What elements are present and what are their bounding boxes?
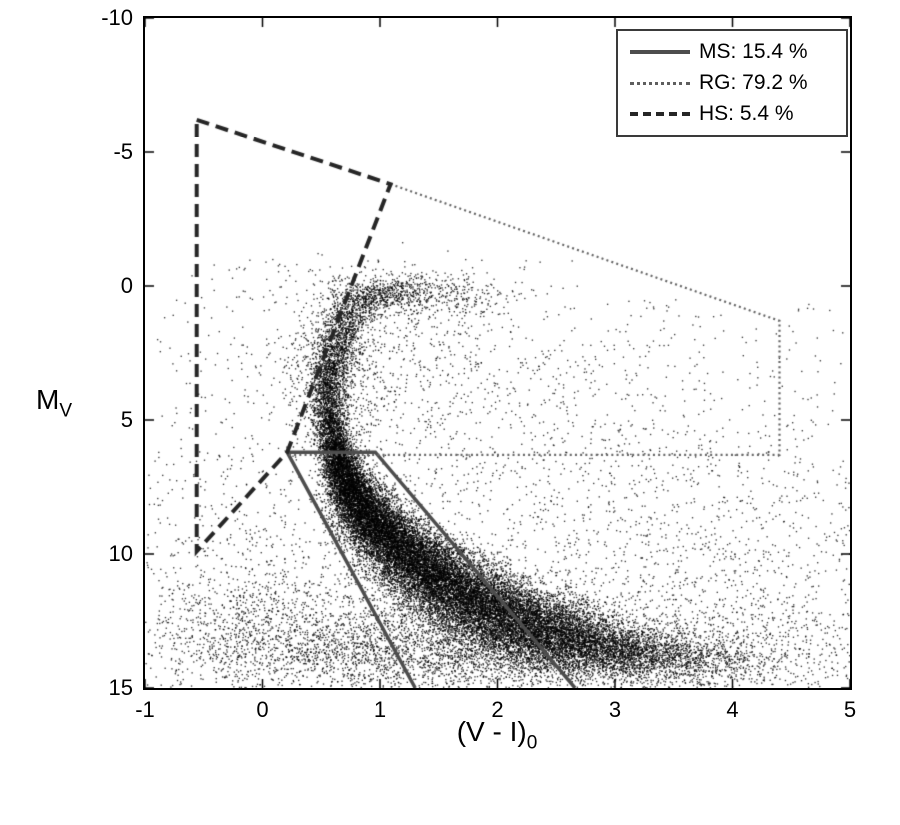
legend-label-ms: MS: 15.4 % [699,40,808,63]
y-tick-label: -10 [101,5,133,30]
solid-line-sample [630,50,690,54]
x-axis-label-base: (V - I) [456,716,527,747]
x-tick-label: 3 [608,697,622,722]
y-axis-label-sub: V [59,400,73,422]
y-tick-label: 10 [108,541,133,566]
dotted-line-sample [630,81,690,85]
y-tick-label: 5 [120,407,133,432]
x-tick-label: 2 [491,697,504,722]
x-axis-label: (V - I)0 [457,716,538,755]
y-tick-label: -5 [113,139,133,164]
legend-entry-rg: RG: 79.2 % [630,71,836,95]
x-tick-label: -1 [135,697,155,722]
y-axis-label: MV [36,384,72,423]
legend-label-hs: HS: 5.4 % [699,102,794,125]
y-tick-label: 0 [120,273,133,298]
dashed-line-sample [630,112,690,116]
y-tick-label: 15 [108,675,133,700]
x-tick-label: 0 [256,697,269,722]
legend-entry-hs: HS: 5.4 % [630,102,836,126]
legend-label-rg: RG: 79.2 % [699,71,808,94]
x-tick-label: 1 [373,697,387,722]
x-axis-label-sub: 0 [526,732,538,754]
x-tick-label: 5 [843,697,857,722]
x-tick-label: 4 [726,697,739,722]
y-axis-label-base: M [36,384,60,415]
legend: MS: 15.4 % RG: 79.2 % HS: 5.4 % [616,29,848,137]
legend-entry-ms: MS: 15.4 % [630,40,836,64]
